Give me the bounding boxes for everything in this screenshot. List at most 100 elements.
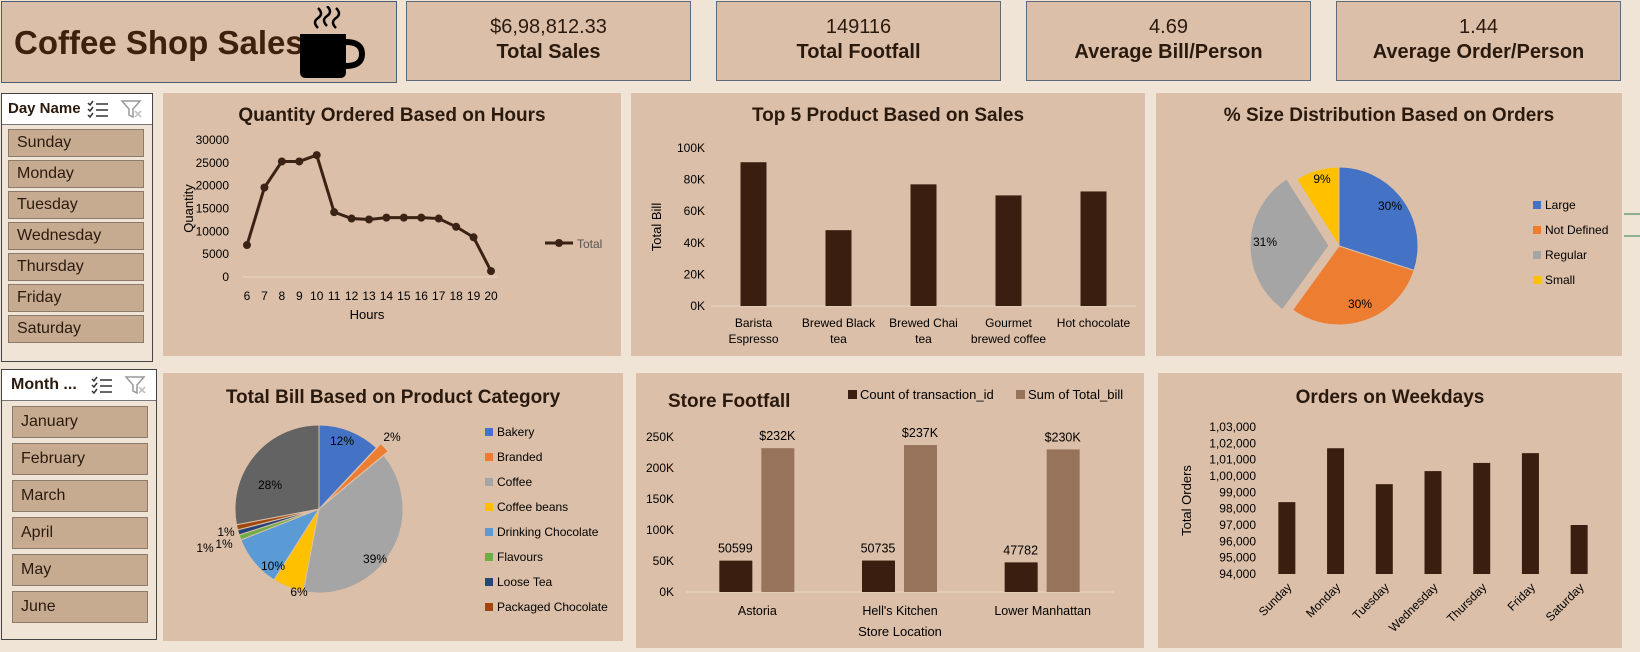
y-tick-label: 20000 <box>196 179 230 193</box>
bar <box>825 230 852 306</box>
slicer-item-friday[interactable]: Friday <box>8 284 144 312</box>
slicer-item-wednesday[interactable]: Wednesday <box>8 222 144 250</box>
slicer-item-tuesday[interactable]: Tuesday <box>8 191 144 219</box>
hours-line-chart-panel: Quantity Ordered Based on Hours 0 5000 100… <box>163 93 621 356</box>
x-axis-title: Hours <box>350 307 385 322</box>
kpi-label: Total Footfall <box>796 41 921 63</box>
bar <box>1080 191 1107 306</box>
slicer-title: Day Name <box>8 100 81 117</box>
legend-swatch <box>485 528 493 536</box>
chart-title: Store Footfall <box>668 391 791 412</box>
legend-swatch <box>1016 390 1025 399</box>
slicer-item-may[interactable]: May <box>12 554 148 586</box>
x-tick-label: 12 <box>345 289 359 303</box>
pie-slice <box>323 442 389 506</box>
weekday-orders-bar-chart: 94,000 95,000 96,000 97,000 98,000 99,000 1,00… <box>1179 420 1588 635</box>
y-tick-label: 95,000 <box>1219 551 1256 565</box>
category-label: Sunday <box>1256 580 1295 619</box>
kpi-average-bill: 4.69 Average Bill/Person <box>1026 1 1311 81</box>
kpi-average-order: 1.44 Average Order/Person <box>1336 1 1621 81</box>
data-label: 50735 <box>861 542 896 556</box>
y-tick-label: 50K <box>653 554 674 568</box>
slicer-item-march[interactable]: March <box>12 480 148 512</box>
slicer-header: Month ... <box>2 370 156 401</box>
pie-slice <box>1295 166 1340 248</box>
legend-swatch <box>1533 251 1541 259</box>
x-tick-label: 15 <box>397 289 411 303</box>
data-point <box>434 214 443 223</box>
y-tick-label: 20K <box>684 267 705 281</box>
slice-label: 6% <box>290 585 308 599</box>
slice-label: 1% <box>215 537 233 551</box>
legend-label: Total <box>577 237 602 251</box>
coffee-cup-icon <box>300 6 366 78</box>
kpi-total-sales: $6,98,812.33 Total Sales <box>406 1 691 81</box>
clear-filter-icon[interactable] <box>120 99 144 119</box>
x-tick-label: 6 <box>244 289 251 303</box>
data-label: 47782 <box>1003 543 1038 557</box>
kpi-label: Average Bill/Person <box>1074 41 1263 63</box>
bar <box>1278 502 1296 574</box>
legend-swatch <box>485 578 493 586</box>
slicer-item-thursday[interactable]: Thursday <box>8 253 144 281</box>
chart-title: Quantity Ordered Based on Hours <box>238 105 546 126</box>
multi-select-icon[interactable] <box>86 99 110 119</box>
y-tick-label: 97,000 <box>1219 518 1256 532</box>
data-label: $232K <box>759 429 796 443</box>
multi-select-icon[interactable] <box>90 375 114 395</box>
kpi-total-footfall: 149116 Total Footfall <box>716 1 1001 81</box>
slicer-item-saturday[interactable]: Saturday <box>8 315 144 343</box>
bar <box>761 448 795 592</box>
x-tick-label: 7 <box>261 289 268 303</box>
slicer-item-monday[interactable]: Monday <box>8 160 144 188</box>
slice-label: 1% <box>196 541 214 555</box>
bar <box>740 162 767 306</box>
x-tick-label: 17 <box>432 289 446 303</box>
slicer-item-april[interactable]: April <box>12 517 148 549</box>
category-label: Barista <box>735 316 773 330</box>
series-line <box>245 153 493 272</box>
legend-label: Large <box>1545 198 1576 212</box>
category-label: Brewed Black <box>802 316 876 330</box>
slicer-item-february[interactable]: February <box>12 443 148 475</box>
month-slicer: Month ... January February March April M… <box>1 369 157 640</box>
category-label: Monday <box>1303 580 1343 620</box>
pie-slice <box>234 424 320 526</box>
category-label: Lower Manhattan <box>994 604 1091 618</box>
x-tick-label: 10 <box>310 289 324 303</box>
x-tick-label: 16 <box>415 289 429 303</box>
bar <box>1521 453 1539 574</box>
data-point <box>260 183 269 192</box>
bar <box>910 184 937 306</box>
bar <box>904 445 937 592</box>
data-point <box>243 241 251 250</box>
slicer-item-january[interactable]: January <box>12 406 148 438</box>
legend-swatch <box>485 553 493 561</box>
legend-label: Count of transaction_id <box>860 387 994 402</box>
category-label: Saturday <box>1543 580 1587 624</box>
y-tick-label: 80K <box>684 173 705 187</box>
y-tick-label: 200K <box>646 461 674 475</box>
slicer-title: Month ... <box>11 376 77 393</box>
connector-lines <box>1624 213 1640 237</box>
bar <box>995 195 1022 306</box>
clear-filter-icon[interactable] <box>124 375 148 395</box>
slicer-item-june[interactable]: June <box>12 591 148 623</box>
slicer-item-sunday[interactable]: Sunday <box>8 129 144 157</box>
slice-label: 2% <box>383 430 401 444</box>
y-tick-label: 1,00,000 <box>1209 469 1256 483</box>
y-tick-label: 0K <box>659 585 674 599</box>
legend-label: Loose Tea <box>497 575 552 589</box>
y-axis-title: Total Bill <box>649 203 664 252</box>
day-name-slicer: Day Name Sunday Monday Tuesday Wednesday… <box>1 93 153 362</box>
y-tick-label: 1,03,000 <box>1209 420 1256 434</box>
legend-swatch <box>485 428 493 436</box>
x-tick-label: 20 <box>484 289 498 303</box>
x-tick-label: 9 <box>296 289 303 303</box>
chart-title: Total Bill Based on Product Category <box>225 387 561 408</box>
y-tick-label: 15000 <box>196 202 230 216</box>
y-tick-label: 250K <box>646 430 674 444</box>
top-products-bar-chart-panel: Top 5 Product Based on Sales 0K 20K 40K 60K… <box>631 93 1145 356</box>
legend-swatch <box>1533 226 1541 234</box>
bar <box>862 560 895 592</box>
